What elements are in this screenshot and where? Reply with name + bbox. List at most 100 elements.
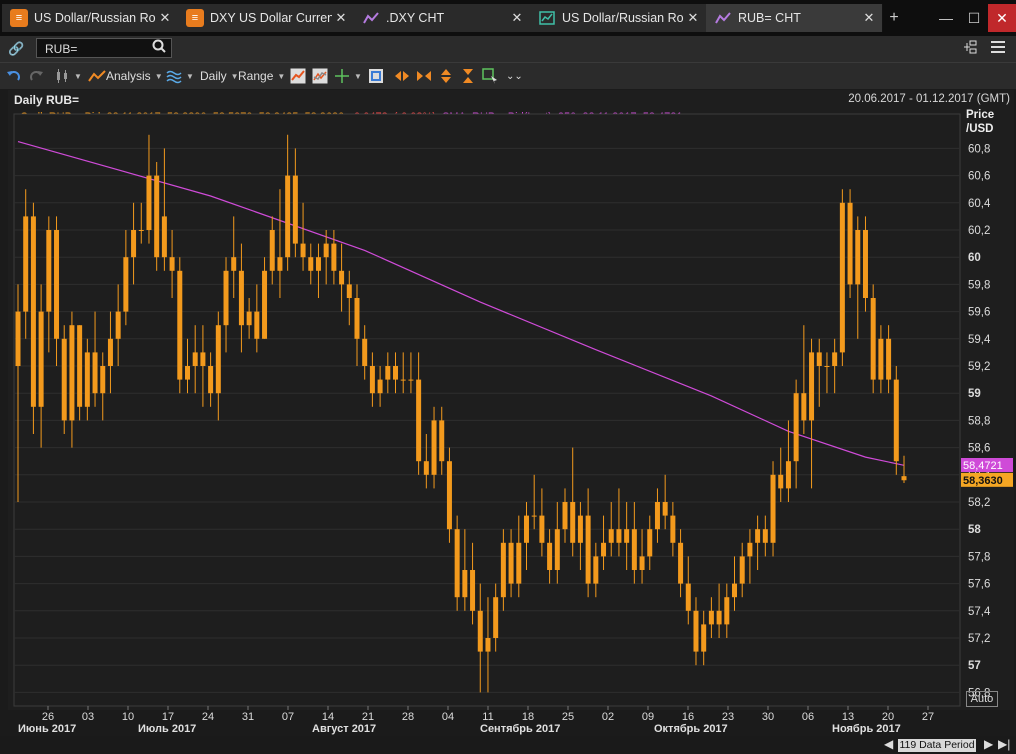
candle-body [346, 284, 352, 298]
candle-body [184, 366, 190, 380]
axis-unit-line1: Price [966, 109, 995, 121]
last-price-badge [961, 472, 1013, 487]
close-icon[interactable]: ✕ [335, 10, 347, 25]
sma-price-badge [961, 457, 1013, 472]
candle-body [92, 352, 98, 394]
candle-body [377, 379, 383, 394]
y-tick-label: 58,2 [968, 497, 990, 509]
y-tick-label: 57 [968, 660, 981, 672]
close-icon[interactable]: ✕ [687, 10, 699, 25]
minimize-icon[interactable]: — [939, 10, 953, 26]
search-icon[interactable] [152, 39, 166, 56]
candle-body [223, 270, 229, 326]
scroll-left-icon[interactable]: ◀ [884, 737, 894, 751]
candle-body [470, 570, 476, 611]
candle-body [531, 515, 537, 517]
tab-label: US Dollar/Russian Roub [34, 11, 156, 25]
auto-scale-button[interactable]: Auto [966, 691, 998, 707]
candle-body [755, 529, 761, 543]
candle-body [778, 474, 784, 489]
maximize-icon[interactable]: ☐ [967, 10, 981, 26]
ric-input[interactable]: RUB= [36, 38, 172, 58]
candle-body [670, 515, 676, 543]
tab-usd-rub-table[interactable]: US Dollar/Russian Roub ✕ [530, 4, 707, 32]
candle-body [238, 270, 244, 326]
interval-menu[interactable]: Daily ▼ [200, 69, 239, 83]
status-bar [0, 736, 1016, 754]
menu-icon[interactable] [990, 40, 1006, 57]
analysis-menu[interactable]: Analysis ▼ [88, 67, 163, 85]
candle-body [30, 216, 36, 407]
tab-label: US Dollar/Russian Roub [562, 11, 684, 25]
x-tick-label: 03 [82, 711, 94, 723]
plot-area [13, 113, 961, 707]
close-window-icon[interactable]: ✕ [988, 4, 1016, 32]
candle-body [770, 474, 776, 543]
tab-usd-rub-quote[interactable]: ≡ US Dollar/Russian Roub ✕ [2, 4, 179, 32]
crosshair-icon[interactable]: ▼ [335, 69, 362, 83]
close-icon[interactable]: ✕ [511, 10, 523, 25]
fit-horizontal-icon[interactable] [416, 67, 432, 85]
candle-body [608, 529, 614, 543]
candle-body [46, 230, 52, 312]
tab-label: DXY US Dollar Currency [210, 11, 332, 25]
tab-dxy-chart[interactable]: .DXY CHT ✕ [354, 4, 531, 32]
candle-body [315, 257, 321, 271]
compare-chart-icon[interactable] [312, 67, 328, 85]
candle-body [254, 311, 260, 339]
undo-icon[interactable] [6, 67, 22, 85]
scroll-end-icon[interactable]: ▶| [998, 737, 1011, 751]
link-icon[interactable]: 🔗 [8, 41, 25, 56]
line-chart-icon[interactable] [290, 67, 306, 85]
close-icon[interactable]: ✕ [159, 10, 171, 25]
range-menu[interactable]: Range ▼ [238, 69, 286, 83]
candle-body [616, 529, 622, 543]
candle-body [500, 542, 506, 598]
x-tick-label: 30 [762, 711, 774, 723]
tab-rub-chart[interactable]: RUB= CHT ✕ [706, 4, 883, 32]
y-tick-label: 60,2 [968, 225, 990, 237]
scroll-arrows-icon[interactable] [394, 67, 410, 85]
studies-icon[interactable]: ▼ [166, 67, 194, 85]
candle-body [208, 366, 214, 394]
candle-body [277, 257, 283, 271]
candle-body [362, 338, 368, 366]
redo-icon[interactable] [28, 67, 44, 85]
x-tick-label: 13 [842, 711, 854, 723]
candle-body [785, 461, 791, 489]
candle-body [269, 230, 275, 271]
select-tool-icon[interactable] [482, 67, 498, 85]
scroll-right-icon[interactable]: ▶ [984, 737, 994, 751]
layout-icon[interactable] [962, 40, 978, 57]
x-month-label: Август 2017 [312, 723, 376, 735]
more-tools-icon[interactable]: ⌄⌄ [506, 70, 523, 82]
candle-body [431, 420, 437, 475]
y-tick-label: 59,8 [968, 279, 990, 291]
y-tick-label: 57,4 [968, 606, 991, 618]
zoom-box-icon[interactable] [368, 67, 384, 85]
candle-body [701, 624, 707, 652]
candle-body [654, 502, 660, 530]
fit-vertical-icon[interactable] [438, 67, 454, 85]
candle-body [577, 515, 583, 543]
compress-vertical-icon[interactable] [460, 67, 476, 85]
candle-body [161, 216, 167, 258]
data-period-label[interactable]: 119 Data Period [898, 739, 976, 752]
y-tick-label: 60 [968, 252, 981, 264]
add-tab-icon[interactable]: + [889, 9, 899, 26]
y-tick-label: 59,6 [968, 307, 990, 319]
candle-body [477, 610, 483, 652]
close-icon[interactable]: ✕ [863, 10, 875, 25]
candle-body [446, 461, 452, 530]
candlestick-type-icon[interactable]: ▼ [54, 67, 82, 85]
x-tick-label: 26 [42, 711, 54, 723]
candle-body [408, 379, 414, 381]
y-tick-label: 60,8 [968, 143, 990, 155]
candle-body [855, 230, 861, 285]
x-tick-label: 25 [562, 711, 574, 723]
candle-body [516, 542, 522, 584]
candle-body [123, 257, 129, 312]
candle-body [115, 311, 121, 339]
tab-dxy-quote[interactable]: ≡ DXY US Dollar Currency ✕ [178, 4, 355, 32]
